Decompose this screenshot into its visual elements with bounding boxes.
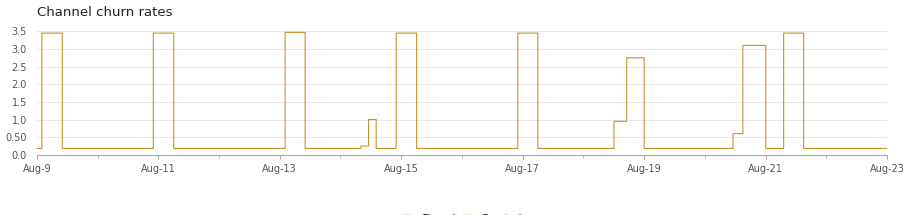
- Legend: Closed, Created: Closed, Created: [398, 210, 526, 215]
- Text: Channel churn rates: Channel churn rates: [36, 6, 172, 18]
